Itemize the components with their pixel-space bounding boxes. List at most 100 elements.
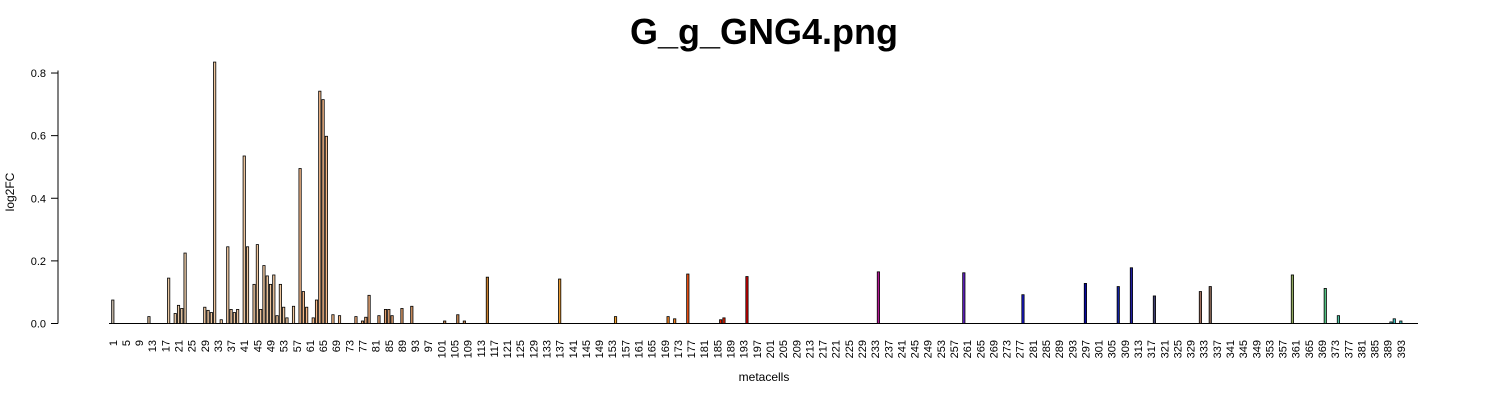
x-tick-label: 89	[397, 340, 409, 352]
x-tick-label: 165	[647, 340, 659, 358]
x-tick-label: 361	[1291, 340, 1303, 358]
bar	[485, 276, 489, 324]
x-axis-label: metacells	[739, 370, 790, 384]
x-tick-label: 121	[502, 340, 514, 358]
x-tick-label: 185	[712, 340, 724, 358]
x-tick-label: 233	[870, 340, 882, 358]
bar	[1083, 283, 1087, 324]
x-tick-label: 241	[896, 340, 908, 358]
x-tick-label: 201	[765, 340, 777, 358]
x-tick-label: 113	[476, 340, 488, 358]
x-tick-label: 149	[594, 340, 606, 358]
bar	[278, 283, 282, 324]
bar	[666, 316, 670, 324]
x-tick-label: 393	[1396, 340, 1408, 358]
bar	[354, 316, 358, 324]
bar	[1290, 274, 1294, 324]
bar	[275, 315, 279, 324]
bar	[360, 320, 365, 324]
x-tick-label: 109	[463, 340, 475, 358]
bar	[173, 313, 177, 324]
bar	[311, 317, 315, 324]
bar	[410, 305, 414, 324]
x-tick-label: 281	[1028, 340, 1040, 358]
x-tick-label: 293	[1067, 340, 1079, 358]
x-tick-label: 277	[1015, 340, 1027, 358]
bar	[301, 291, 305, 324]
x-tick-label: 17	[160, 340, 172, 352]
bar	[400, 308, 404, 324]
bar	[876, 271, 880, 324]
x-tick-label: 25	[187, 340, 199, 352]
bar	[558, 278, 562, 324]
bar	[1208, 286, 1212, 324]
bars	[111, 61, 1403, 324]
y-ticks: 0.0 0.2 0.4 0.6 0.8	[31, 68, 58, 331]
bar	[1129, 267, 1133, 324]
x-tick-labels: 1 5 9 13 17 21 25 29 33 37 41 45 49 53 57 61 65 69 73 77 81 8…	[108, 340, 1408, 358]
bar	[305, 306, 309, 324]
bar	[203, 306, 207, 324]
x-tick-label: 369	[1317, 340, 1329, 358]
bar	[1392, 318, 1396, 324]
x-tick-label: 301	[1094, 340, 1106, 358]
x-tick-label: 385	[1370, 340, 1382, 358]
x-tick-label: 373	[1330, 340, 1342, 358]
y-tick-label: 0.4	[31, 193, 46, 205]
bar	[236, 309, 240, 324]
bar	[314, 299, 319, 324]
bar	[272, 274, 276, 324]
bar	[259, 309, 263, 324]
x-tick-label: 129	[528, 340, 540, 358]
x-tick-label: 9	[134, 340, 146, 346]
bar	[213, 61, 217, 324]
y-tick-label: 0.2	[31, 256, 46, 268]
x-tick-label: 261	[962, 340, 974, 358]
x-tick-label: 329	[1186, 340, 1198, 358]
x-tick-label: 225	[844, 340, 856, 358]
bar	[337, 315, 342, 324]
bar	[390, 315, 394, 324]
x-tick-label: 177	[686, 340, 698, 358]
x-tick-label: 49	[266, 340, 278, 352]
bar	[364, 316, 368, 324]
bar	[262, 265, 266, 324]
bar	[232, 312, 236, 324]
x-tick-label: 333	[1199, 340, 1211, 358]
bar	[318, 90, 322, 324]
bar	[229, 309, 233, 324]
x-tick-label: 173	[673, 340, 685, 358]
bar	[268, 283, 273, 324]
x-tick-label: 101	[436, 340, 448, 358]
x-tick-label: 133	[542, 340, 554, 358]
bar	[255, 244, 259, 324]
bar	[377, 315, 381, 324]
bar	[176, 304, 181, 324]
x-tick-label: 297	[1080, 340, 1092, 358]
x-tick-label: 161	[634, 340, 646, 358]
bar	[324, 135, 328, 324]
bar	[331, 314, 335, 324]
x-tick-label: 69	[331, 340, 343, 352]
bar	[167, 277, 171, 324]
bar	[282, 306, 286, 324]
x-tick-label: 253	[936, 340, 948, 358]
x-tick-label: 157	[620, 340, 632, 358]
x-tick-label: 257	[949, 340, 961, 358]
x-tick-label: 221	[831, 340, 843, 358]
x-tick-label: 5	[121, 340, 133, 346]
y-axis: 0.0 0.2 0.4 0.6 0.8	[31, 68, 59, 331]
x-tick-label: 189	[726, 340, 738, 358]
x-tick-label: 353	[1264, 340, 1276, 358]
x-tick-label: 77	[358, 340, 370, 352]
y-tick-label: 0.6	[31, 131, 46, 143]
bar	[1152, 295, 1156, 324]
bar	[180, 308, 184, 324]
x-tick-label: 245	[910, 340, 922, 358]
x-tick-label: 85	[384, 340, 396, 352]
x-tick-label: 197	[752, 340, 764, 358]
bar	[226, 246, 230, 324]
x-tick-label: 345	[1238, 340, 1250, 358]
bar	[1323, 288, 1327, 324]
bar	[686, 273, 690, 324]
